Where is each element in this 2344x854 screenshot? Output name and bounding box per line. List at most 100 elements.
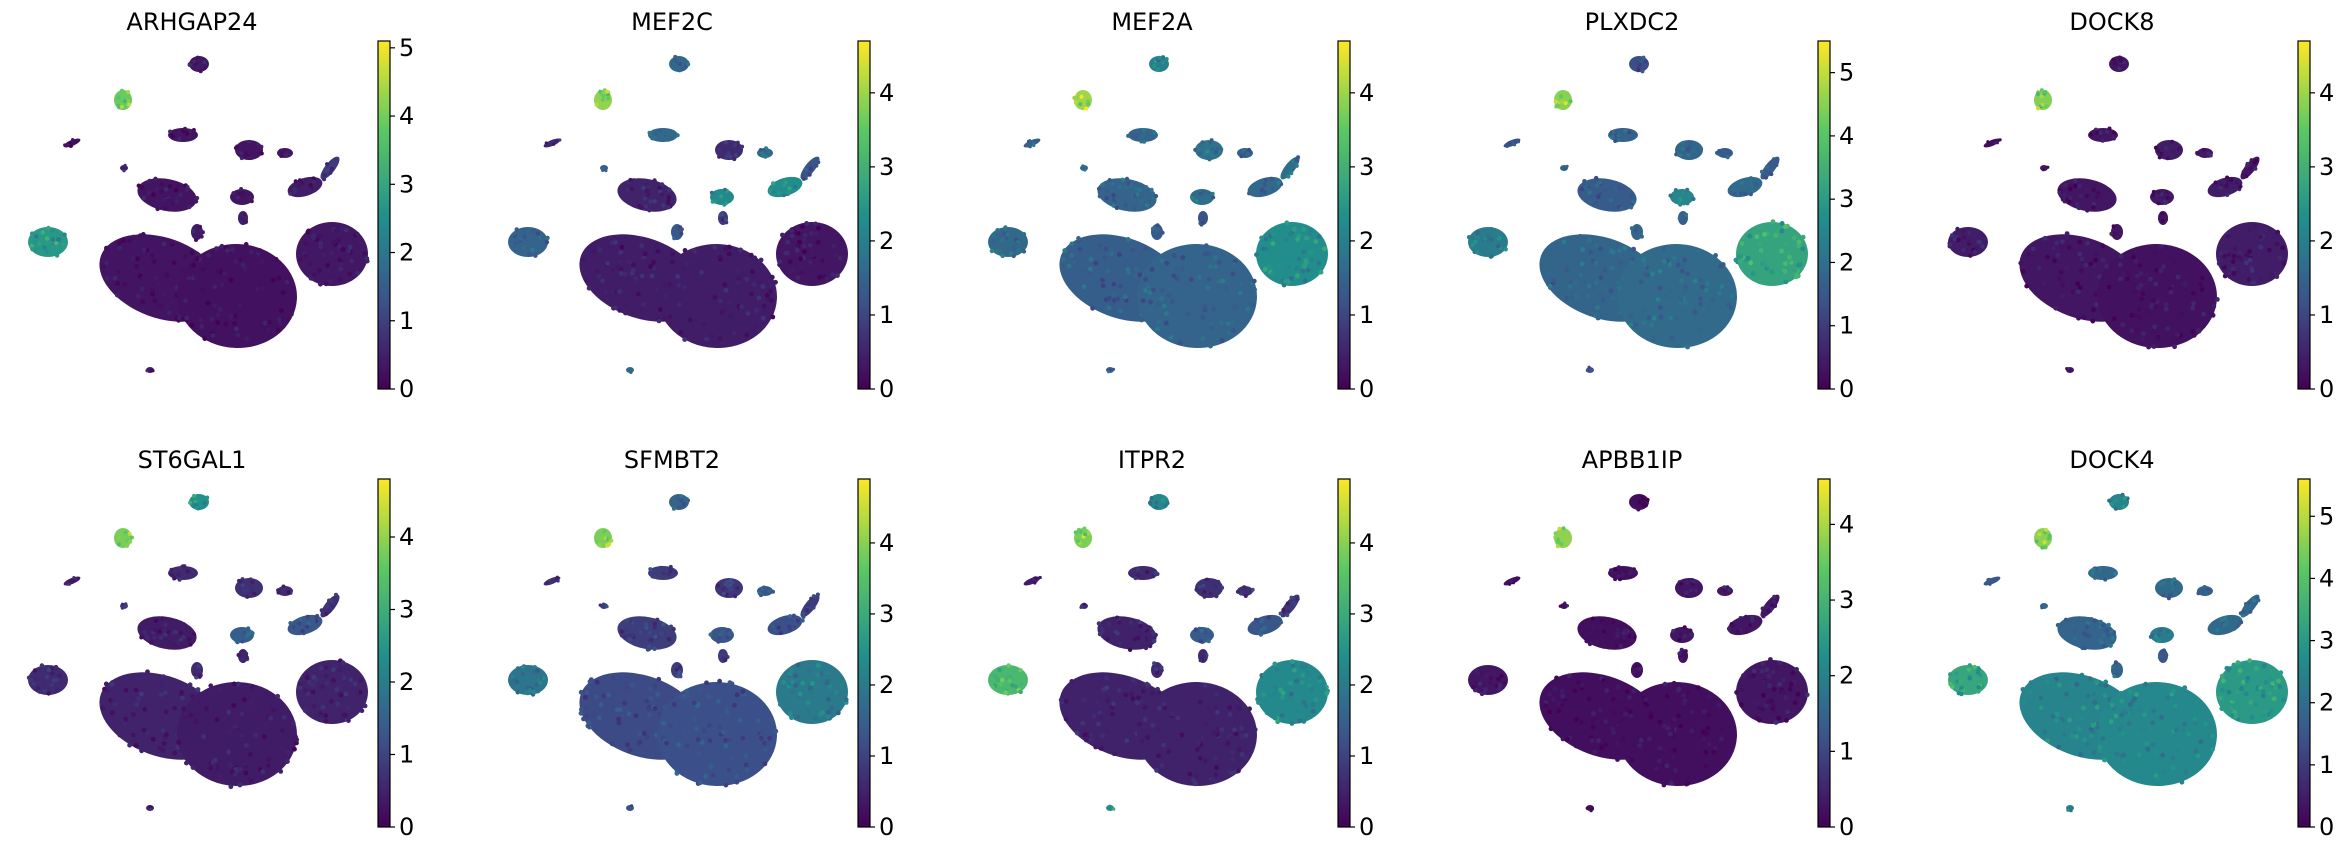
cell-point [2120,322,2126,328]
cell-point [1156,67,1161,72]
cell-point [2056,276,2062,282]
cell-point [661,203,666,208]
cluster-body [1760,594,1780,618]
cell-point [1592,749,1598,755]
cell-point [1705,725,1711,731]
cell-point [2061,235,2067,241]
cell-point [1729,293,1734,299]
cell-point [596,274,602,279]
cell-point [750,328,756,334]
cluster-8 [276,584,293,596]
cell-point [2161,769,2166,774]
cell-point [129,535,134,540]
cell-point [253,588,258,592]
cell-point [1580,247,1586,252]
cell-point [1722,588,1726,593]
cell-point [192,493,196,498]
cell-point [1700,729,1706,735]
cell-point [342,675,347,681]
cell-point [2263,679,2269,685]
cell-point [1615,631,1620,636]
cluster-11 [2240,156,2260,180]
cell-point [2182,685,2188,690]
cell-point [652,683,658,689]
cell-point [1272,690,1278,696]
cell-point [1954,671,1959,676]
cell-point [670,251,675,257]
cell-point [2080,645,2085,650]
cell-point [1554,675,1559,681]
cluster-3 [617,177,677,213]
cell-point [726,151,731,156]
cell-point [2179,779,2185,785]
cell-point [2164,653,2169,657]
cell-point [1110,711,1115,717]
cell-point [1148,299,1153,305]
cell-point [2091,567,2096,572]
cell-point [1156,753,1161,759]
cell-point [1287,695,1293,701]
cell-point [1610,726,1615,732]
cell-point [2036,265,2042,271]
cell-point [2107,498,2112,503]
cell-point [2220,687,2226,693]
cell-point [826,670,831,676]
cell-point [678,330,684,335]
cluster-body [1195,578,1223,598]
cell-point [723,287,729,293]
cluster-7 [1150,223,1165,240]
cell-point [1657,745,1663,751]
cell-point [2244,260,2249,266]
colorbar-tick-label: 1 [399,307,414,335]
cell-point [717,298,723,304]
cell-point [1779,248,1784,254]
scatter-points [1948,492,2288,813]
cell-point [673,671,678,676]
cell-point [667,187,672,192]
cell-point [662,197,667,203]
cell-point [1233,731,1239,737]
cell-point [2166,596,2171,601]
cell-point [673,54,678,59]
cell-point [1303,703,1309,709]
cell-point [1140,298,1146,304]
cell-point [1145,284,1151,289]
cluster-17 [1106,367,1116,374]
cell-point [1156,318,1162,324]
cell-point [652,625,657,630]
cell-point [1578,272,1584,278]
cell-point [1579,683,1585,688]
cell-point [1296,155,1301,160]
cell-point [151,259,157,264]
cell-point [1197,756,1203,761]
cell-point [339,226,345,232]
cell-point [1136,132,1141,137]
cell-point [2103,679,2109,685]
cell-point [1555,103,1560,108]
cell-point [2059,244,2065,249]
cell-point [2237,250,2243,256]
cell-point [1626,187,1631,193]
cell-point [1069,241,1075,247]
cell-point [809,596,814,601]
cell-point [790,679,795,685]
colorbar-tick-label: 2 [2319,227,2334,255]
cell-point [1752,182,1757,187]
cell-point [176,740,182,745]
cluster-body [1560,603,1568,609]
cell-point [682,728,687,734]
cell-point [1256,700,1261,705]
cell-point [773,728,779,734]
cell-point [145,669,150,675]
cell-point [1485,234,1491,239]
cell-point [318,244,324,250]
cell-point [1247,706,1252,712]
cell-point [1214,692,1219,697]
cell-point [1720,262,1726,267]
cluster-body [320,156,340,180]
cell-point [2215,627,2220,632]
cell-point [1745,255,1751,261]
cell-point [1598,246,1603,251]
cell-point [724,154,729,159]
cell-point [723,737,728,743]
